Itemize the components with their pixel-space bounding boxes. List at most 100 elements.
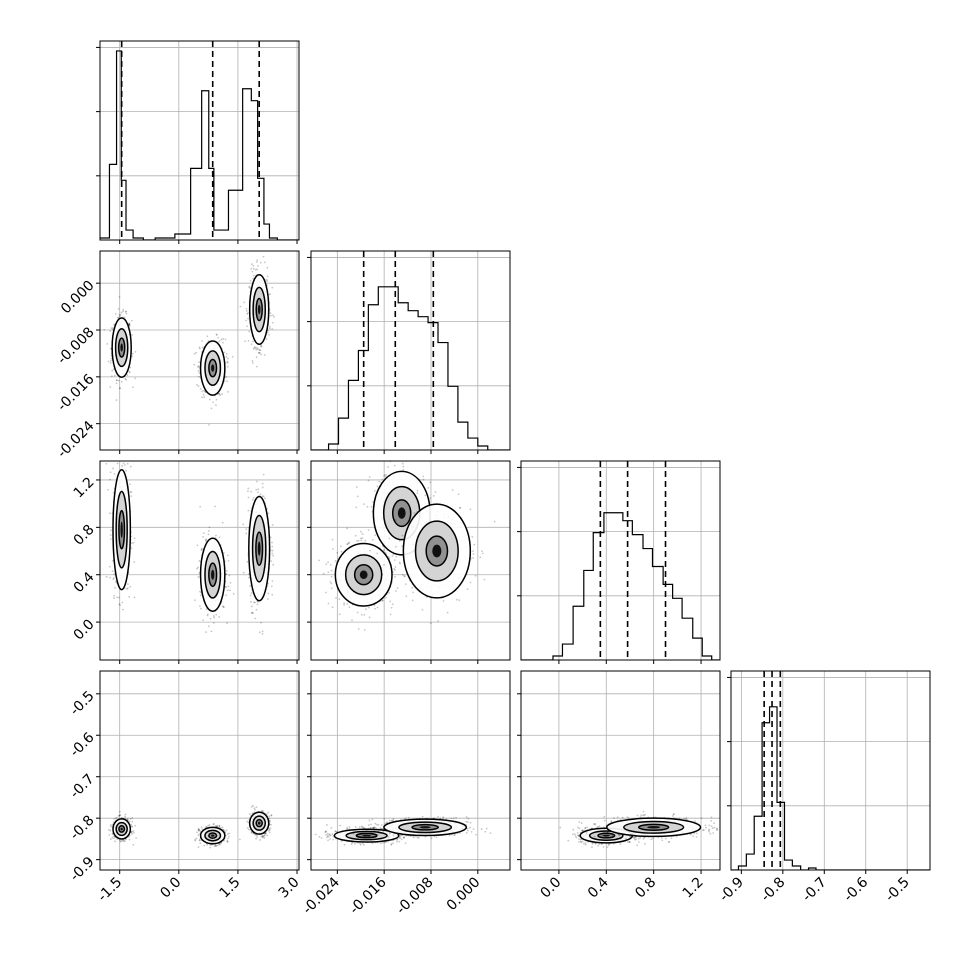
sample-point [131,820,134,823]
sample-point [113,374,116,377]
sample-point [197,846,200,848]
sample-point [197,566,199,569]
sample-point [254,808,256,811]
sample-point [218,392,220,395]
sample-point [215,404,217,406]
contour-line [199,340,226,396]
sample-point [271,524,274,526]
sample-point [125,310,128,313]
sample-point [105,462,108,465]
sample-point [208,424,210,426]
sample-point [199,830,202,833]
sample-point [270,585,273,588]
sample-point [259,349,262,351]
sample-point [346,527,348,530]
sample-point [225,829,228,832]
panel-frame [99,460,300,661]
contour-line [112,818,132,840]
sample-point [259,352,261,354]
sample-point [126,462,129,465]
sample-point [221,826,224,829]
sample-point [252,348,255,350]
sample-point [207,530,210,532]
sample-point [269,312,272,314]
sample-point [109,576,112,579]
sample-point [334,559,337,562]
density-peak [120,343,123,352]
sample-point [264,261,266,264]
contour-line [204,550,222,599]
sample-point [250,263,253,266]
sample-point [269,827,272,830]
sample-point [129,585,132,588]
sample-point [255,348,258,351]
sample-point [130,542,133,545]
sample-point [133,596,136,599]
sample-point [198,375,200,378]
sample-point [258,349,261,352]
sample-point [223,351,226,354]
sample-point [259,839,262,841]
sample-point [226,589,229,592]
sample-point [126,817,129,820]
sample-point [132,830,135,833]
sample-point [227,559,230,562]
sample-point [218,616,221,618]
sample-point [114,313,117,315]
sample-point [252,612,254,614]
contour-line [255,297,263,322]
sample-point [125,378,128,381]
sample-point [194,838,197,841]
sample-point [206,614,209,617]
sample-point [221,341,224,344]
sample-point [113,597,115,599]
sample-point [245,319,247,322]
sample-point [389,600,392,603]
sample-point [209,846,211,849]
sample-point [128,323,131,326]
sample-point [109,361,112,364]
sample-point [263,834,266,837]
sample-point [360,539,363,542]
sample-point [196,831,198,834]
sample-point [338,598,341,600]
sample-point [218,536,221,539]
sample-point [271,593,274,596]
sample-point [226,840,229,843]
sample-point [133,561,136,564]
sample-point [262,473,265,476]
sample-point [256,365,258,368]
sample-point [224,586,227,588]
contour-line [251,514,267,583]
sample-point [261,630,264,633]
sample-point [218,843,221,846]
sample-point [205,826,207,828]
sample-point [262,495,265,498]
sample-point [388,591,390,594]
sample-point [130,823,133,826]
sample-point [117,815,120,817]
sample-point [218,826,221,829]
contour-line [112,469,132,591]
scatter-panel-0-1 [96,250,300,454]
sample-point [226,833,229,835]
sample-point [132,843,135,846]
sample-point [251,359,254,362]
sample-point [261,486,264,489]
sample-point [256,259,259,262]
sample-point [272,563,275,566]
sample-point [322,572,325,575]
sample-point [199,594,202,597]
sample-point [197,370,200,372]
sample-point [108,828,110,831]
sample-point [390,606,393,609]
sample-point [200,607,202,610]
sample-point [251,812,254,815]
sample-point [122,840,125,843]
sample-point [250,605,253,608]
sample-point [197,575,200,578]
sample-point [325,591,327,594]
histogram-panel-1 [307,250,511,454]
sample-point [273,316,275,318]
sample-point [124,377,127,380]
